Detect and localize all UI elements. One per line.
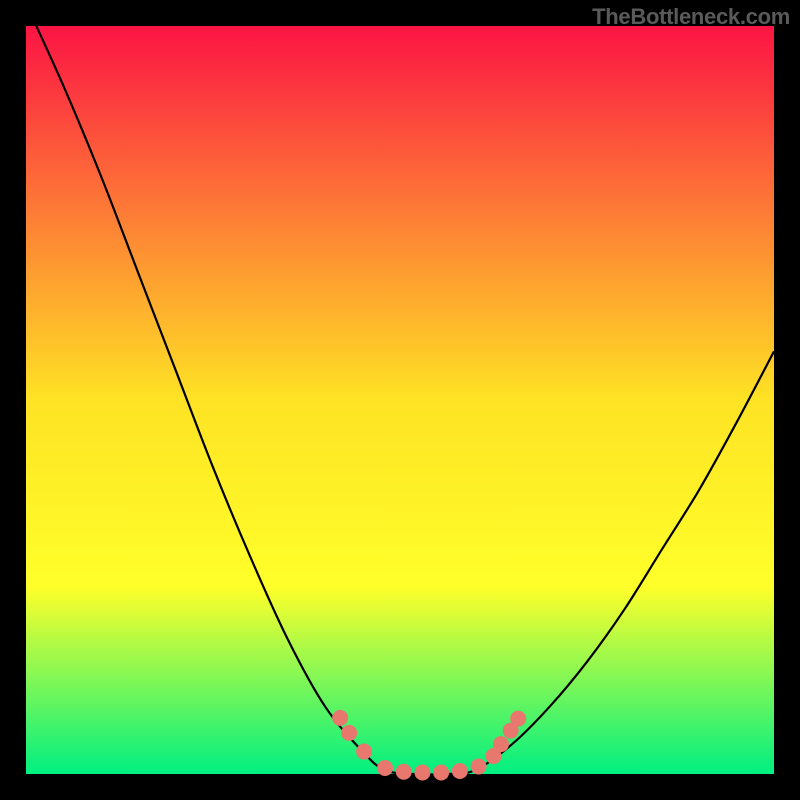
data-marker bbox=[332, 710, 348, 726]
chart-container: TheBottleneck.com bbox=[0, 0, 800, 800]
data-marker bbox=[510, 711, 526, 727]
data-marker bbox=[493, 736, 509, 752]
data-marker bbox=[414, 765, 430, 781]
data-marker bbox=[396, 764, 412, 780]
data-marker bbox=[471, 759, 487, 775]
data-marker bbox=[356, 744, 372, 760]
bottleneck-curve bbox=[26, 4, 774, 775]
curve-markers bbox=[332, 710, 526, 781]
data-marker bbox=[452, 763, 468, 779]
data-marker bbox=[433, 765, 449, 781]
data-marker bbox=[377, 760, 393, 776]
data-marker bbox=[341, 725, 357, 741]
chart-overlay-svg bbox=[0, 0, 800, 800]
